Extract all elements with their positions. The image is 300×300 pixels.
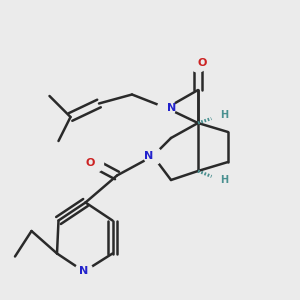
Circle shape xyxy=(158,99,175,117)
Text: N: N xyxy=(144,151,153,161)
Text: O: O xyxy=(198,58,207,68)
Circle shape xyxy=(75,262,93,280)
Circle shape xyxy=(189,54,207,72)
Circle shape xyxy=(212,106,230,124)
Circle shape xyxy=(85,154,103,172)
Text: H: H xyxy=(220,110,229,121)
Circle shape xyxy=(212,171,230,189)
Text: O: O xyxy=(85,158,94,169)
Text: N: N xyxy=(167,103,176,113)
Text: H: H xyxy=(220,175,229,185)
Text: N: N xyxy=(80,266,88,277)
Circle shape xyxy=(144,147,162,165)
